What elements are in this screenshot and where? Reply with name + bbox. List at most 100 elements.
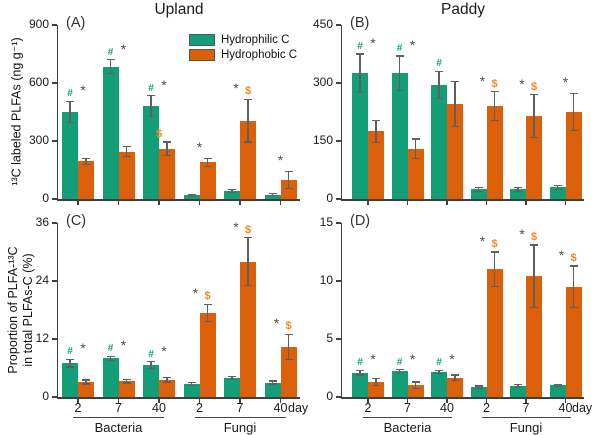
y-tick <box>335 24 341 26</box>
bar-hydrophilic <box>264 382 281 397</box>
x-tick <box>279 200 282 205</box>
error-bar <box>398 369 401 374</box>
error-cap <box>203 165 212 167</box>
mark-star: * <box>273 315 280 332</box>
error-cap <box>203 303 212 305</box>
error-bar <box>190 382 193 386</box>
error-cap <box>451 126 459 128</box>
bar-hydrophilic <box>102 358 119 397</box>
x-tick <box>77 200 79 205</box>
mark-star: * <box>409 350 416 367</box>
error-bar <box>231 376 233 380</box>
error-cap <box>163 154 171 157</box>
error-cap <box>435 369 443 371</box>
error-cap <box>82 379 90 381</box>
x-tick-label-day: 40 <box>440 401 454 415</box>
error-cap <box>187 384 196 386</box>
error-cap <box>530 94 538 96</box>
mark-dollar: $ <box>244 85 252 98</box>
x-tick-label-day: 40 <box>152 401 166 415</box>
mark-star: * <box>562 74 569 91</box>
error-bar <box>150 95 152 117</box>
error-cap <box>244 285 252 287</box>
x-tick-label-day: 7 <box>404 401 411 415</box>
error-cap <box>395 90 404 92</box>
error-bar <box>572 265 575 308</box>
bar-hydrophobic <box>565 112 582 199</box>
bar-hydrophobic <box>78 161 94 199</box>
error-cap <box>228 378 236 380</box>
y-tick-label: 0 <box>326 191 333 205</box>
error-cap <box>356 369 364 371</box>
x-tick <box>446 200 448 205</box>
x-tick <box>406 398 409 403</box>
bar-hydrophilic <box>183 195 200 199</box>
error-cap <box>372 384 380 386</box>
error-cap <box>228 189 236 191</box>
mark-star: * <box>449 351 455 368</box>
mark-dollar: $ <box>570 251 577 264</box>
section-underline <box>481 417 571 419</box>
error-cap <box>356 374 364 376</box>
error-cap <box>82 157 90 159</box>
error-cap <box>372 377 380 380</box>
x-tick <box>117 200 120 205</box>
hydrophobic-swatch <box>189 49 215 62</box>
error-cap <box>66 122 74 124</box>
section-underline <box>73 417 164 419</box>
bar-hydrophobic <box>447 377 463 397</box>
y-tick <box>51 222 57 224</box>
error-cap <box>66 366 74 368</box>
section-label: Bacteria <box>383 420 432 435</box>
error-bar <box>414 381 417 389</box>
y-tick-label: 36 <box>35 215 49 229</box>
x-tick-label-day: 7 <box>115 401 122 415</box>
bar-hydrophilic <box>431 84 447 199</box>
x-tick <box>446 398 448 403</box>
column-title-upland: Upland <box>154 1 204 18</box>
y-axis-title: Proportion of PLFA-¹³C in total PLFAs-C (… <box>6 195 36 425</box>
error-cap <box>435 97 443 100</box>
error-cap <box>356 53 364 55</box>
error-bar <box>247 99 249 142</box>
x-axis <box>340 397 584 399</box>
mark-star: * <box>370 351 376 368</box>
error-bar <box>477 187 480 192</box>
mark-dollar: $ <box>491 77 498 90</box>
error-bar <box>375 378 377 386</box>
error-cap <box>228 375 236 377</box>
hydrophilic-swatch <box>189 33 215 46</box>
error-cap <box>122 378 131 380</box>
mark-dollar: $ <box>155 127 163 140</box>
y-tick <box>51 396 57 398</box>
mark-hash: # <box>396 356 403 368</box>
bar-hydrophobic <box>240 261 256 397</box>
error-cap <box>395 55 404 57</box>
error-bar <box>125 379 128 383</box>
error-cap <box>451 81 459 83</box>
x-tick-label-day: 2 <box>74 401 82 415</box>
bar-hydrophobic <box>526 276 542 397</box>
mark-star: * <box>409 36 416 53</box>
y-tick-label: 10 <box>319 273 333 287</box>
error-bar <box>572 93 575 131</box>
mark-star: * <box>233 80 239 97</box>
error-cap <box>106 72 115 74</box>
error-cap <box>356 92 364 94</box>
section-label: Fungi <box>223 420 257 435</box>
error-cap <box>203 321 212 323</box>
mark-star: * <box>161 76 167 93</box>
section-underline <box>363 417 452 419</box>
bar-hydrophilic <box>224 191 240 199</box>
error-bar <box>109 59 112 74</box>
bar-hydrophobic <box>407 148 424 199</box>
error-bar <box>438 71 440 99</box>
x-tick <box>198 200 201 205</box>
error-bar <box>85 380 87 384</box>
bar-hydrophobic <box>447 104 463 199</box>
error-cap <box>268 383 277 385</box>
bar-hydrophobic <box>118 381 135 397</box>
error-cap <box>474 186 483 188</box>
y-tick-label: 450 <box>312 17 333 31</box>
error-cap <box>514 386 522 388</box>
